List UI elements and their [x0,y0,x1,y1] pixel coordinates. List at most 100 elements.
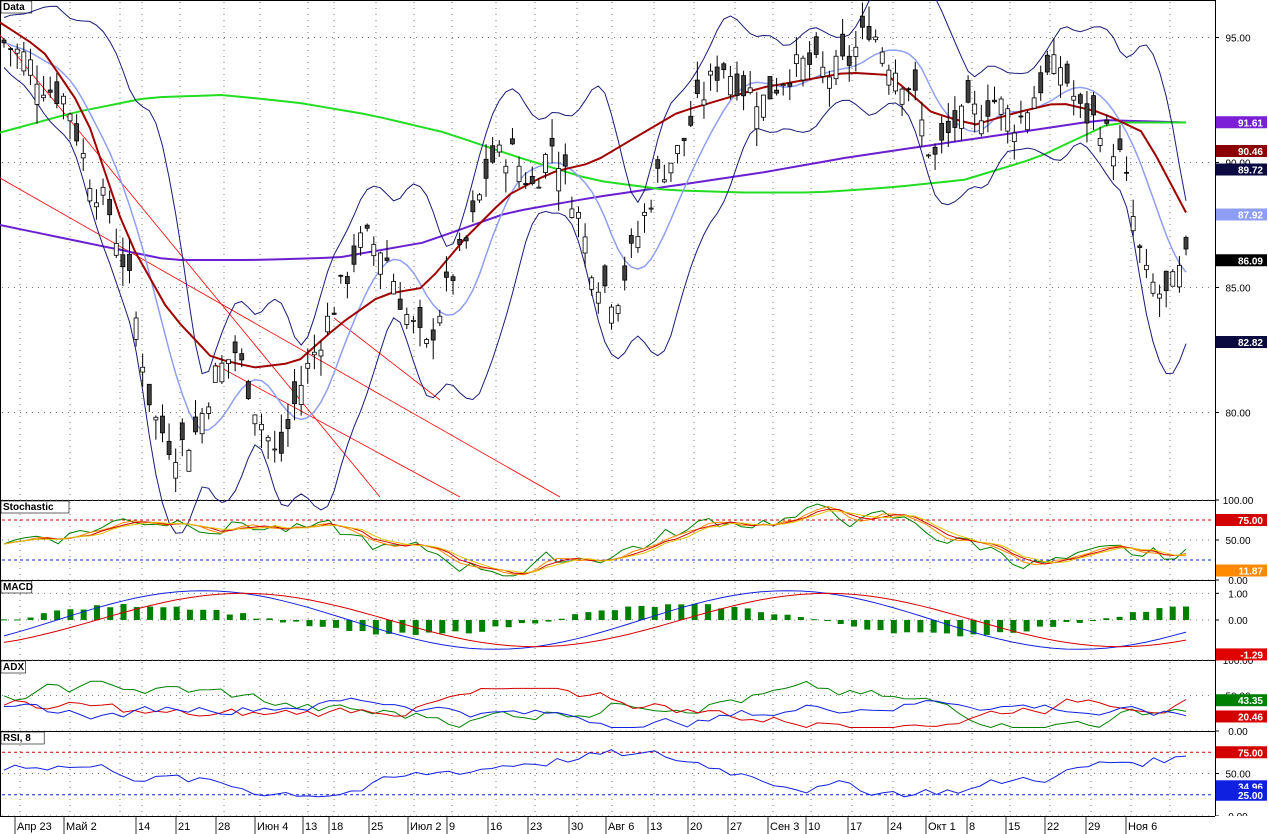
macd-histogram-bar [1076,620,1083,623]
panel-title-box [0,731,45,745]
value-badge [1216,116,1267,129]
bollinger-lower [3,67,1187,534]
x-tick-label: 25 [371,821,383,833]
value-badge-label: 91.61 [1238,118,1263,129]
bollinger-upper [3,0,1187,375]
stochastic-layer: 75.00 11.87 [2,503,1267,578]
candle-body [992,99,997,103]
candle-body [1183,237,1189,250]
candle-body [1031,97,1037,109]
candle-body [701,99,707,106]
x-tick-label: 21 [178,821,190,833]
candle-body [576,212,581,219]
candle-body [120,254,126,268]
candle-body [199,413,205,435]
value-badge-label: 25.00 [1238,791,1263,802]
value-badge-label: 82.82 [1238,338,1263,349]
candle-body [1084,103,1090,124]
candle-body [1064,63,1070,84]
candle-body [14,48,20,54]
candle-body [932,146,938,155]
macd-histogram-bar [1156,608,1163,620]
candle-body [28,59,33,76]
candle-body [391,281,396,295]
value-badge [1216,336,1267,348]
x-tick-label: 9 [449,821,455,833]
macd-histogram-bar [386,620,393,634]
panel-title: MACD [3,582,33,593]
candle-body [404,314,410,325]
candle-body [655,159,661,169]
candle-body [1097,138,1103,146]
macd-histogram-bar [731,606,738,620]
candle-body [377,252,383,275]
candle-body [1143,264,1149,271]
candle-body [853,46,859,57]
macd-histogram-bar [797,617,804,620]
value-badge [1216,746,1267,759]
candle-body [265,436,271,442]
candle-body [1058,67,1063,86]
candle-body [477,194,482,201]
candle-body [1104,119,1110,124]
candle-body [1170,271,1176,287]
candle-body [212,365,218,383]
candle-body [292,381,297,405]
candle-body [939,123,945,141]
macd-histogram-bar [771,614,778,620]
candle-body [166,440,172,455]
candle-body [1051,54,1057,74]
candle-body [959,105,964,129]
candle-body [34,83,40,105]
macd-histogram-bar [266,618,273,620]
adx-plus-di-line [3,697,1187,728]
x-axis: Апр 23 Май 2 14 21 28 Июн 4 13 18 25 Июл 2 9 16 23 30… [0,816,1268,834]
macd-histogram-bar [372,620,379,635]
x-tick-label: 30 [571,821,583,833]
candle-body [239,353,245,361]
macd-histogram-bar [479,620,486,632]
macd-histogram-bar [1010,620,1017,633]
candle-body [807,52,813,65]
macd-histogram-bar [877,620,884,631]
candle-body [8,48,14,51]
candle-body [470,200,476,213]
macd-histogram-bar [784,614,791,620]
candle-body [727,76,733,96]
candle-body [886,69,892,86]
candle-body [998,98,1004,115]
x-tick-label: 13 [305,821,317,833]
candle-body [767,76,773,100]
candle-body [985,100,991,117]
candle-body [1163,270,1169,292]
candle-body [397,298,403,310]
candle-body [298,384,304,405]
candle-body [100,186,106,196]
trend-line [215,364,461,498]
adx-minus-di-line [3,687,1187,729]
macd-histogram-bar [279,620,286,623]
x-tick-label: 10 [808,821,820,833]
macd-histogram-bar [837,620,844,625]
x-tick-label: 29 [1088,821,1100,833]
candle-body [1038,72,1044,94]
candle-body [41,94,47,99]
candle-body [272,448,278,451]
macd-histogram-bar [346,620,353,631]
candle-body [338,274,344,277]
y-tick-label: 85.00 [1225,284,1250,295]
macd-histogram-bar [240,613,247,620]
value-badge-label: 87.92 [1238,211,1263,222]
candle-body [173,462,179,479]
candle-body [252,414,258,425]
macd-histogram-bar [1143,611,1150,620]
x-tick-label: 23 [530,821,542,833]
macd-histogram-bar [904,620,911,633]
macd-histogram-bar [611,610,618,620]
candle-body [747,87,753,93]
candle-body [232,341,238,354]
candle-body [21,51,27,72]
